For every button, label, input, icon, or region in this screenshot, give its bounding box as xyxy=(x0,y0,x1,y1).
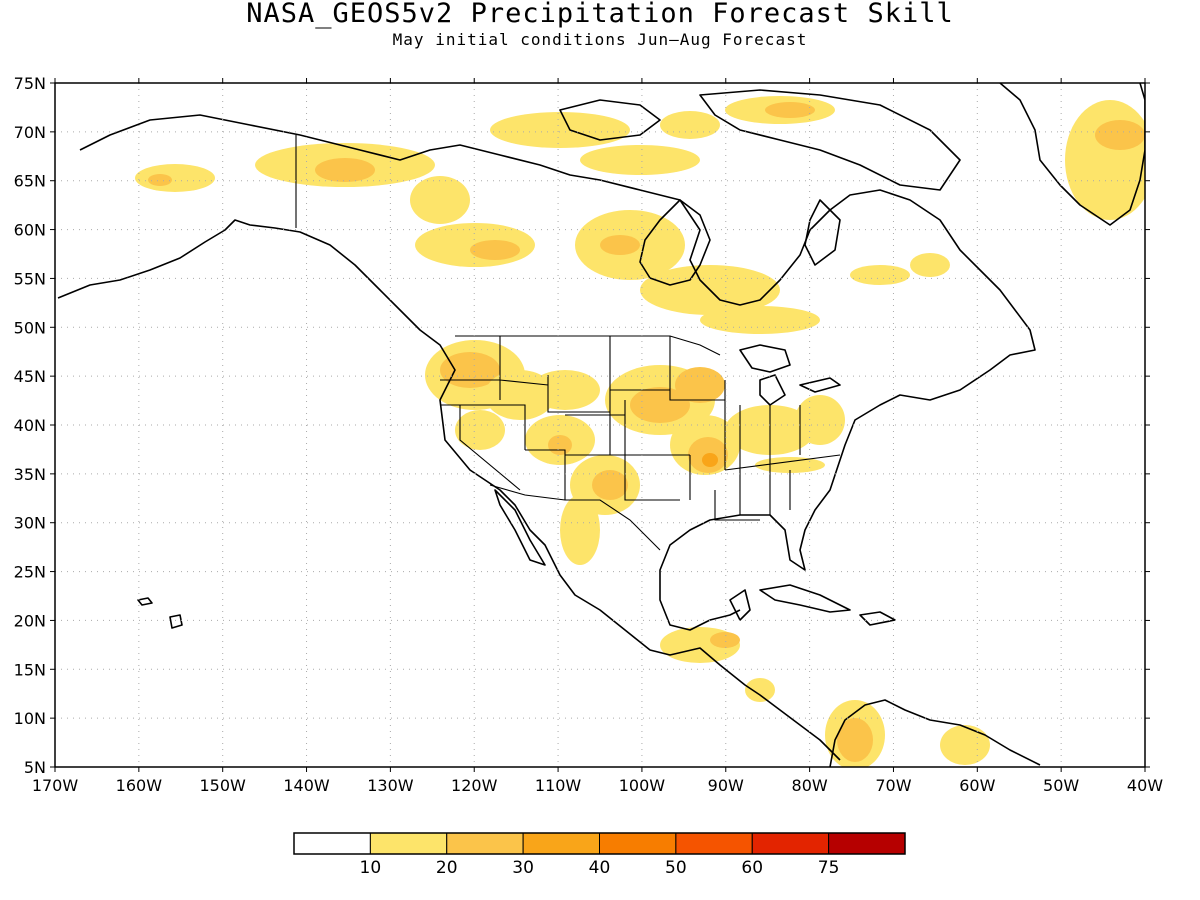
lat-label: 75N xyxy=(14,74,46,93)
hudson-bay xyxy=(639,199,711,286)
lat-label: 65N xyxy=(14,172,46,191)
lon-label: 60W xyxy=(959,776,995,795)
colorbar-label: 50 xyxy=(665,858,687,878)
colorbar-label: 75 xyxy=(818,858,840,878)
lon-label: 100W xyxy=(619,776,666,795)
colorbar: 10 20 30 40 50 60 75 xyxy=(293,832,906,878)
gridlines xyxy=(55,83,1145,767)
axis-ticks xyxy=(50,78,1150,772)
lon-label: 130W xyxy=(367,776,414,795)
coast-cuba xyxy=(759,584,851,613)
lon-label: 90W xyxy=(708,776,744,795)
lat-label: 70N xyxy=(14,123,46,142)
colorbar-label: 40 xyxy=(589,858,611,878)
colorbar-swatch xyxy=(675,832,753,855)
skill-shading xyxy=(135,96,1145,767)
colorbar-swatch xyxy=(446,832,524,855)
lon-label: 40W xyxy=(1127,776,1163,795)
colorbar-swatch xyxy=(369,832,448,855)
map-subtitle: May initial conditions Jun—Aug Forecast xyxy=(392,30,808,49)
map-frame xyxy=(54,82,1146,768)
coast-greenland xyxy=(999,83,1145,226)
lat-label: 60N xyxy=(14,221,46,240)
lon-label: 150W xyxy=(200,776,247,795)
lon-label: 70W xyxy=(875,776,911,795)
colorbar-swatch xyxy=(751,832,830,855)
lat-label: 30N xyxy=(14,514,46,533)
lat-label: 15N xyxy=(14,660,46,679)
lat-label: 5N xyxy=(24,758,46,777)
axis-labels: 75N 70N 65N 60N 55N 50N 45N 40N 35N 30N 25N 20N 15N 1… xyxy=(14,74,1164,795)
map-title: NASA_GEOS5v2 Precipitation Forecast Skil… xyxy=(246,0,954,29)
lat-label: 40N xyxy=(14,416,46,435)
coast-north-america xyxy=(57,219,841,761)
lat-label: 10N xyxy=(14,709,46,728)
lat-label: 35N xyxy=(14,465,46,484)
colorbar-label: 60 xyxy=(741,858,763,878)
lon-label: 80W xyxy=(792,776,828,795)
lon-label: 50W xyxy=(1043,776,1079,795)
colorbar-swatch xyxy=(522,832,600,855)
lon-label: 160W xyxy=(116,776,163,795)
coastlines xyxy=(57,83,1145,767)
political-boundaries xyxy=(295,135,841,551)
colorbar-swatch xyxy=(599,832,677,855)
colorbar-swatch xyxy=(293,832,371,855)
lat-label: 20N xyxy=(14,611,46,630)
colorbar-label: 20 xyxy=(436,858,458,878)
lon-label: 120W xyxy=(451,776,498,795)
border-us-mexico xyxy=(489,484,661,551)
skill-region-greenland xyxy=(1065,100,1145,220)
skill-region-alaska xyxy=(135,164,215,192)
great-lakes xyxy=(739,344,791,373)
lat-label: 25N xyxy=(14,563,46,582)
lat-label: 50N xyxy=(14,318,46,337)
lat-label: 55N xyxy=(14,269,46,288)
lon-label: 170W xyxy=(32,776,79,795)
lat-label: 45N xyxy=(14,367,46,386)
colorbar-label: 10 xyxy=(360,858,382,878)
lon-label: 140W xyxy=(283,776,330,795)
coast-south-america xyxy=(829,699,1041,767)
lon-label: 110W xyxy=(535,776,582,795)
colorbar-label: 30 xyxy=(512,858,534,878)
colorbar-swatch xyxy=(828,832,906,855)
